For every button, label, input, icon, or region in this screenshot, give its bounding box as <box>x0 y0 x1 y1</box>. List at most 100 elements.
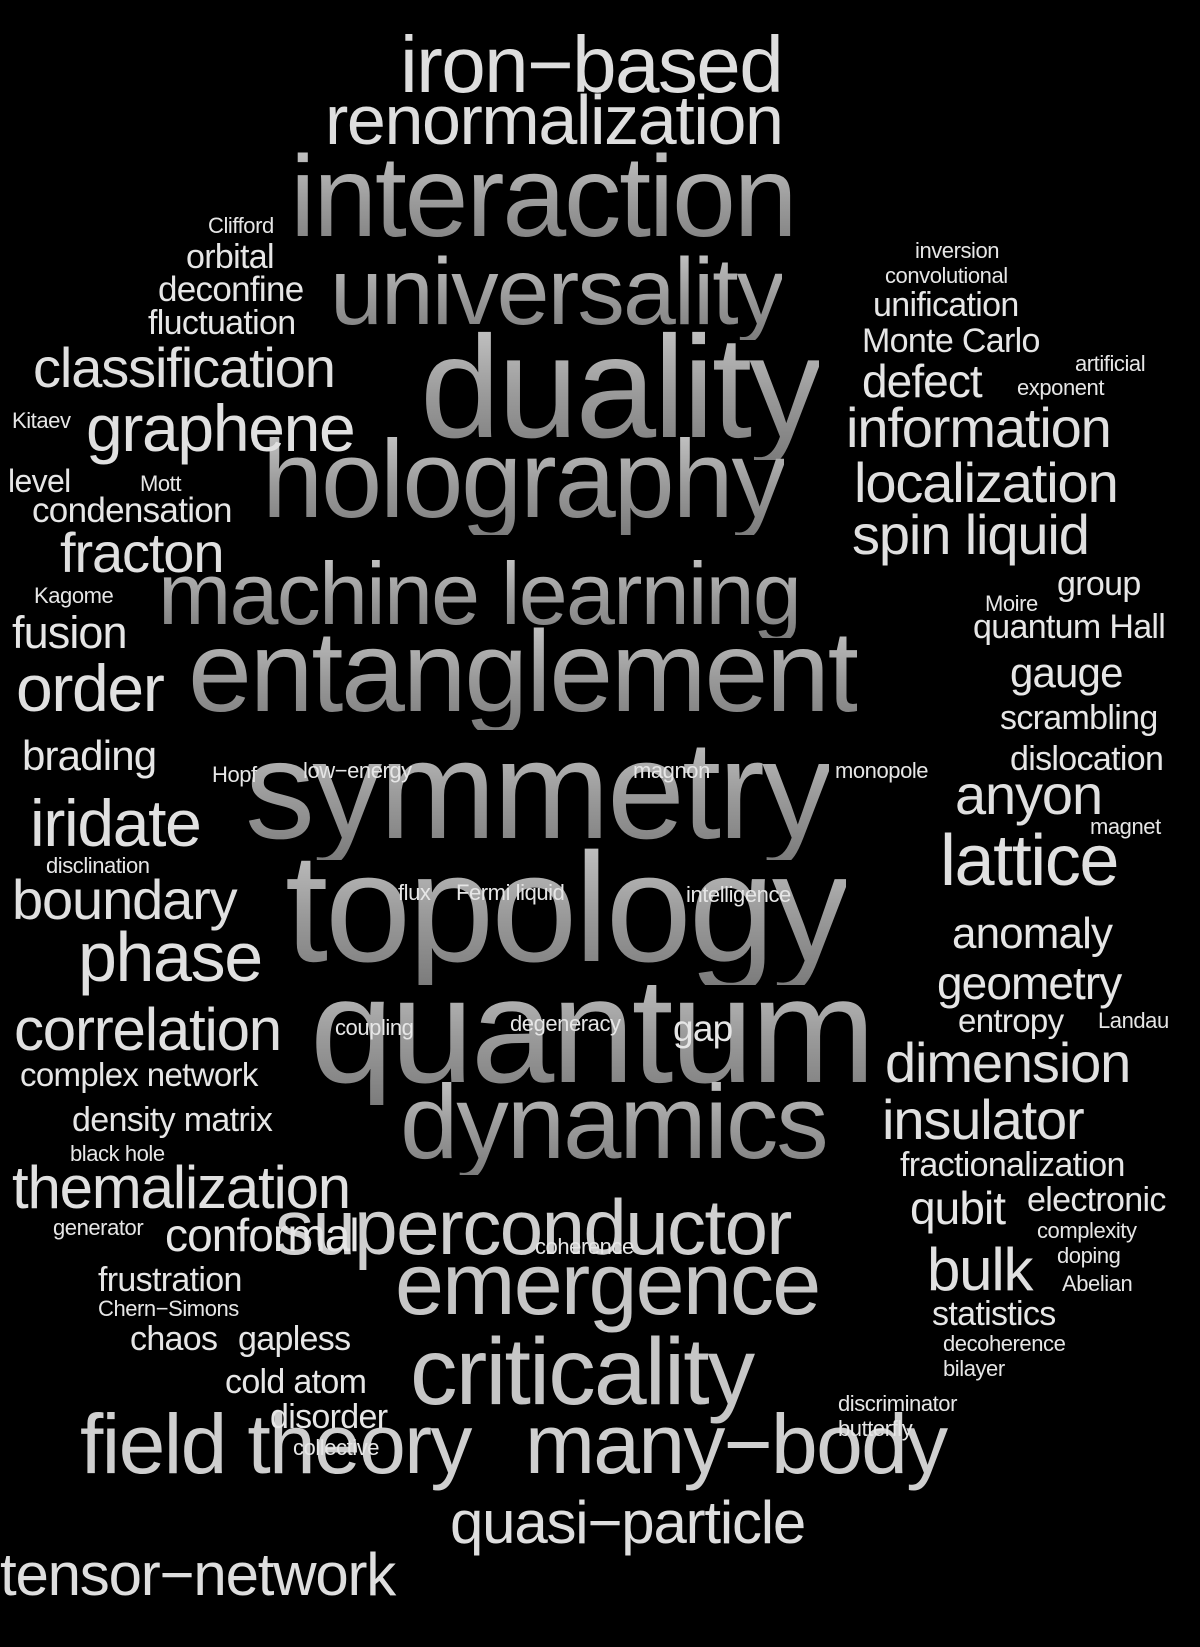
word-convolutional: convolutional <box>885 263 1008 288</box>
word-cold-atom: cold atom <box>225 1363 367 1401</box>
word-brading: brading <box>22 732 157 779</box>
word-landau: Landau <box>1098 1008 1169 1033</box>
word-dynamics: dynamics <box>400 1064 829 1181</box>
word-defect: defect <box>862 355 983 407</box>
word-generator: generator <box>53 1215 144 1240</box>
word-quantum: quantum <box>310 946 876 1114</box>
word-mott: Mott <box>140 471 182 496</box>
word-superconductor: superconductor <box>275 1183 792 1271</box>
word-intelligence: intelligence <box>686 882 791 907</box>
word-clifford: Clifford <box>208 213 274 238</box>
word-frustration: frustration <box>98 1261 242 1299</box>
word-anyon: anyon <box>955 763 1103 826</box>
word-black-hole: black hole <box>70 1141 165 1166</box>
word-renormalization: renormalization <box>325 81 784 159</box>
word-interaction: interaction <box>290 133 798 261</box>
word-statistics: statistics <box>932 1295 1056 1333</box>
word-complexity: complexity <box>1037 1218 1137 1243</box>
word-lattice: lattice <box>940 821 1119 901</box>
word-quantum-hall: quantum Hall <box>973 608 1166 646</box>
word-flux: flux <box>398 880 431 905</box>
word-doping: doping <box>1057 1243 1121 1268</box>
word-dimension: dimension <box>885 1031 1131 1094</box>
word-qubit: qubit <box>910 1182 1006 1234</box>
word-scrambling: scrambling <box>1000 699 1158 737</box>
word-bulk: bulk <box>927 1236 1033 1303</box>
word-field-theory: field theory <box>80 1397 472 1491</box>
word-low-energy: low−energy <box>303 758 412 783</box>
word-exponent: exponent <box>1017 375 1105 400</box>
word-inversion: inversion <box>915 238 1000 263</box>
word-coherence: coherence <box>535 1234 634 1259</box>
word-fusion: fusion <box>12 607 128 658</box>
word-bilayer: bilayer <box>943 1356 1005 1381</box>
word-entropy: entropy <box>958 1002 1064 1039</box>
word-spin-liquid: spin liquid <box>852 503 1090 566</box>
word-iridate: iridate <box>30 786 202 860</box>
word-gapless: gapless <box>238 1320 351 1358</box>
word-monte-carlo: Monte Carlo <box>862 322 1040 360</box>
word-phase: phase <box>78 918 263 996</box>
word-fluctuation: fluctuation <box>148 304 296 342</box>
word-discriminator: discriminator <box>838 1391 957 1416</box>
word-emergence: emergence <box>395 1234 821 1333</box>
word-themalization: themalization <box>12 1154 351 1221</box>
word-coupling: coupling <box>335 1015 414 1040</box>
word-order: order <box>16 651 165 725</box>
word-chern-simons: Chern−Simons <box>98 1296 239 1321</box>
word-collective: collective <box>293 1435 380 1460</box>
word-duality: duality <box>420 306 822 468</box>
word-magnon: magnon <box>633 758 710 783</box>
word-gap: gap <box>673 1008 733 1049</box>
word-symmetry: symmetry <box>245 711 832 868</box>
word-localization: localization <box>854 451 1119 514</box>
word-criticality: criticality <box>410 1319 755 1425</box>
word-classification: classification <box>33 336 336 399</box>
word-conformal: conformal <box>165 1209 360 1261</box>
word-dislocation: dislocation <box>1010 740 1164 778</box>
word-moire: Moire <box>985 591 1038 616</box>
word-universality: universality <box>330 239 784 345</box>
word-topology: topology <box>285 821 849 994</box>
word-decoherence: decoherence <box>943 1331 1066 1356</box>
word-insulator: insulator <box>882 1088 1085 1151</box>
word-hopf: Hopf <box>212 762 257 787</box>
word-disclination: disclination <box>46 853 150 878</box>
word-level: level <box>8 463 71 499</box>
word-unification: unification <box>873 286 1019 324</box>
word-abelian: Abelian <box>1062 1271 1133 1296</box>
word-information: information <box>846 396 1112 459</box>
word-gauge: gauge <box>1010 649 1123 696</box>
word-complex-network: complex network <box>20 1056 258 1093</box>
word-butterfly: butterfly <box>838 1416 913 1441</box>
word-artificial: artificial <box>1075 351 1146 376</box>
word-group: group <box>1057 565 1141 603</box>
word-fractionalization: fractionalization <box>900 1146 1125 1184</box>
word-machine-learning: machine learning <box>158 544 802 643</box>
word-iron-based: iron−based <box>400 20 784 109</box>
word-density-matrix: density matrix <box>72 1101 273 1139</box>
word-condensation: condensation <box>32 491 233 530</box>
word-degeneracy: degeneracy <box>510 1011 621 1036</box>
word-chaos: chaos <box>130 1320 218 1358</box>
word-anomaly: anomaly <box>952 909 1113 958</box>
word-correlation: correlation <box>14 996 282 1063</box>
word-disorder: disorder <box>270 1398 388 1436</box>
word-monopole: monopole <box>835 758 929 783</box>
word-entanglement: entanglement <box>188 608 860 736</box>
word-electronic: electronic <box>1027 1181 1166 1219</box>
word-quasi-particle: quasi−particle <box>450 1489 806 1556</box>
word-geometry: geometry <box>937 957 1122 1009</box>
word-fracton: fracton <box>60 521 224 584</box>
word-tensor-network: tensor−network <box>0 1541 396 1608</box>
word-orbital: orbital <box>186 238 275 276</box>
word-kagome: Kagome <box>34 583 114 608</box>
word-magnet: magnet <box>1090 814 1161 839</box>
word-deconfine: deconfine <box>158 270 304 309</box>
word-many-body: many−body <box>525 1397 948 1491</box>
word-graphene: graphene <box>86 391 356 465</box>
word-holography: holography <box>262 418 787 541</box>
word-fermi-liquid: Fermi liquid <box>456 880 565 905</box>
word-boundary: boundary <box>12 868 238 931</box>
